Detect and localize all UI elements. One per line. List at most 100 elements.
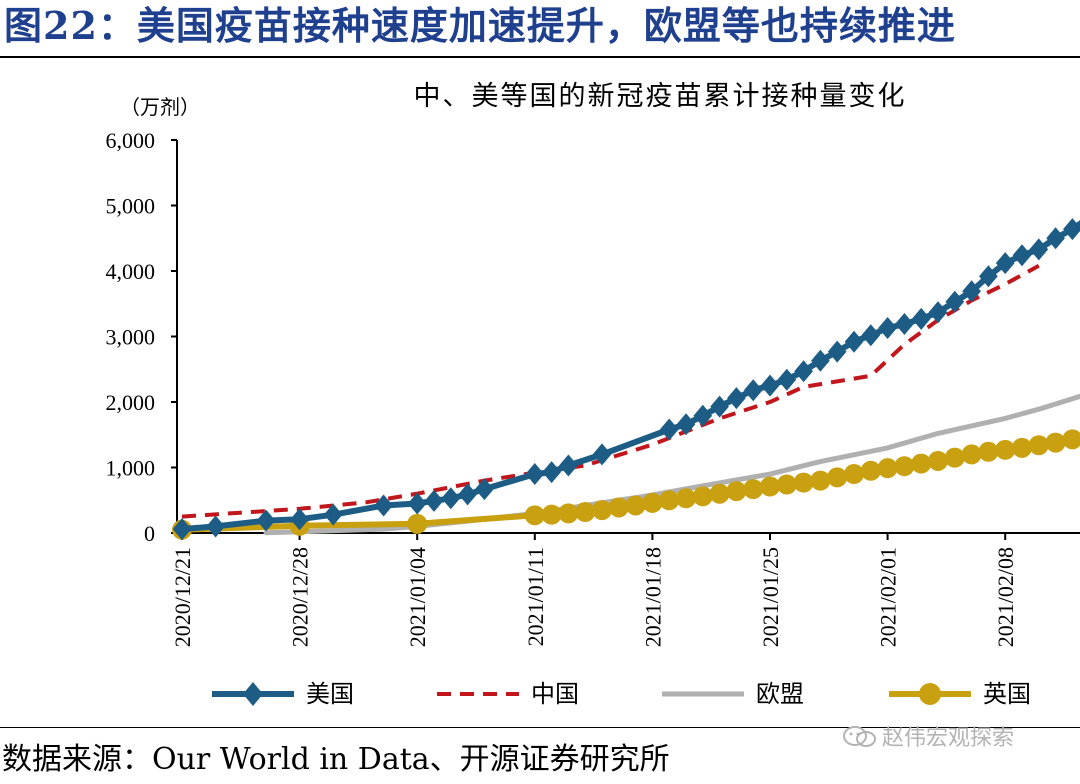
data-point-uk <box>407 513 428 534</box>
y-tick-label: 2,000 <box>106 390 156 415</box>
source-note: 数据来源：Our World in Data、开源证券研究所 <box>2 742 670 777</box>
data-point-usa <box>979 265 998 288</box>
legend-label-usa: 美国 <box>306 680 354 708</box>
data-point-uk <box>692 486 713 507</box>
data-point-usa <box>676 413 696 436</box>
data-point-uk <box>978 441 999 462</box>
y-tick-label: 3,000 <box>106 325 156 350</box>
data-point-uk <box>995 439 1016 460</box>
legend-label-uk: 英国 <box>983 680 1031 708</box>
data-point-usa <box>458 483 477 506</box>
data-point-usa <box>172 518 192 541</box>
data-point-uk <box>776 474 797 495</box>
data-point-usa <box>559 454 578 477</box>
y-tick-label: 4,000 <box>106 259 156 284</box>
data-point-uk <box>911 453 932 474</box>
data-point-uk <box>827 467 848 488</box>
data-point-usa <box>743 379 763 402</box>
data-point-usa <box>542 461 561 484</box>
wechat-icon <box>842 725 878 749</box>
data-point-usa <box>407 492 427 515</box>
data-point-usa <box>693 404 713 427</box>
series-line-usa <box>179 220 1080 533</box>
data-point-usa <box>592 443 612 466</box>
y-unit-label: （万剂） <box>120 95 200 119</box>
x-tick-label: 2020/12/21 <box>170 547 195 647</box>
legend-label-china: 中国 <box>531 680 579 708</box>
data-point-usa <box>844 330 864 353</box>
data-point-usa <box>1012 244 1032 267</box>
data-point-usa <box>811 349 830 372</box>
figure-title: 图22：美国疫苗接种速度加速提升，欧盟等也持续推进 <box>4 3 956 48</box>
data-point-usa <box>878 316 897 339</box>
legend-item-uk: 英国 <box>889 680 1031 708</box>
x-tick-label: 2021/01/25 <box>758 547 783 647</box>
data-point-uk <box>877 458 898 479</box>
data-point-usa <box>794 360 813 383</box>
data-point-usa <box>374 494 393 517</box>
data-point-usa <box>962 280 981 303</box>
data-point-uk <box>1028 435 1049 456</box>
data-point-usa <box>861 324 881 347</box>
x-tick-label: 2020/12/28 <box>288 547 313 647</box>
y-tick-label: 6,000 <box>106 128 156 153</box>
data-point-uk <box>928 450 948 471</box>
data-point-uk <box>575 502 596 523</box>
data-point-usa <box>441 487 461 510</box>
data-point-usa <box>710 395 729 418</box>
y-tick-label: 0 <box>144 521 155 546</box>
data-point-uk <box>944 447 965 468</box>
watermark: 赵伟宏观探索 <box>842 722 1014 756</box>
legend-item-china: 中国 <box>437 680 579 708</box>
data-point-usa <box>1063 218 1080 241</box>
data-point-uk <box>860 460 881 481</box>
series-line-eu <box>263 393 1080 536</box>
data-point-usa <box>727 387 746 410</box>
data-point-uk <box>726 481 747 502</box>
data-point-uk <box>524 505 545 526</box>
data-point-uk <box>659 490 680 511</box>
data-point-usa <box>995 252 1015 275</box>
legend-label-eu: 欧盟 <box>756 680 804 708</box>
data-point-usa <box>424 489 444 512</box>
data-point-uk <box>642 492 663 513</box>
data-point-usa <box>827 340 847 363</box>
data-point-uk <box>793 472 814 493</box>
data-point-usa <box>323 503 343 526</box>
data-point-uk <box>743 479 764 500</box>
data-point-uk <box>844 464 864 485</box>
chart-legend: 美国 中国 欧盟 英国 <box>212 680 1031 708</box>
series-line-china <box>181 264 1040 519</box>
data-point-usa <box>290 508 309 531</box>
y-tick-label: 5,000 <box>106 194 156 219</box>
x-tick-label: 2021/02/08 <box>993 547 1018 647</box>
data-point-usa <box>928 301 948 324</box>
data-point-usa <box>525 463 545 486</box>
x-tick-label: 2021/02/01 <box>876 547 901 647</box>
data-point-usa <box>911 307 931 330</box>
legend-item-eu: 欧盟 <box>662 680 804 708</box>
data-point-uk <box>1045 432 1066 453</box>
data-point-uk <box>961 444 982 465</box>
data-point-usa <box>256 509 276 532</box>
data-point-usa <box>895 313 914 336</box>
data-point-usa <box>777 368 797 391</box>
data-point-usa <box>475 478 494 501</box>
legend-marker-uk <box>919 683 941 705</box>
y-tick-label: 1,000 <box>106 456 156 481</box>
data-point-usa <box>1029 238 1049 261</box>
data-point-uk <box>592 500 612 521</box>
data-point-uk <box>608 497 629 518</box>
data-point-uk <box>1062 429 1080 450</box>
data-point-uk <box>810 470 831 491</box>
x-tick-label: 2021/01/11 <box>523 547 548 646</box>
data-point-uk <box>709 483 730 504</box>
legend-item-usa: 美国 <box>212 680 354 708</box>
data-point-uk <box>894 456 915 477</box>
x-tick-label: 2021/01/04 <box>405 547 430 647</box>
data-point-usa <box>206 515 225 538</box>
x-tick-label: 2021/01/18 <box>640 547 665 647</box>
bottom-rule <box>0 727 1080 728</box>
top-rule <box>0 56 1080 58</box>
data-point-usa <box>1046 227 1065 250</box>
